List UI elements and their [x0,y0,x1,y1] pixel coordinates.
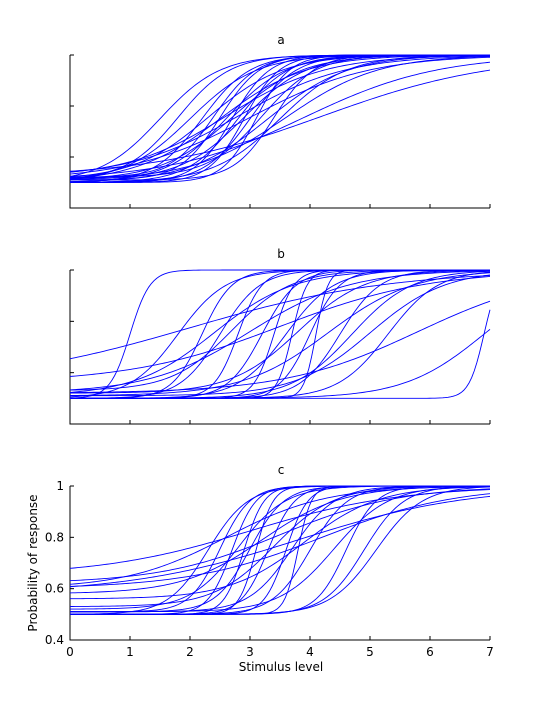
x-tick-label: 0 [66,645,74,659]
panel-b-curve-9 [69,270,491,391]
panel-b-curve-12 [69,276,491,377]
panel-b: b [69,247,491,425]
panel-b-curve-15 [69,269,491,394]
x-tick-label: 4 [306,645,314,659]
panel-b-axes [69,270,490,425]
panel-b-curve-7 [69,269,490,391]
panel-a-curve-7 [69,54,491,180]
panel-a-curve-24 [69,56,491,180]
x-tick-label: 6 [426,645,434,659]
panel-c-curve-20 [70,485,491,613]
panel-a-ticks [69,54,491,209]
panel-a: a [69,33,491,209]
panel-a-curve-14 [69,55,491,173]
panel-a-curve-22 [69,54,490,181]
x-tick-label: 3 [246,645,254,659]
y-tick-label: 0.8 [45,530,64,544]
panel-b-curve-25 [70,309,491,399]
panel-c-curve-23 [70,486,491,615]
panel-c-curve-7 [69,489,491,569]
x-tick-label: 5 [366,645,374,659]
panel-a-title: a [277,33,284,47]
panel-c-title: c [278,463,285,477]
panel-b-curves [69,269,491,399]
panel-b-title: b [277,247,285,261]
panel-c-axes [69,486,490,641]
y-tick-label: 0.4 [45,633,64,647]
panel-c-curve-19 [69,493,491,587]
panel-c-ticks: 0 1 2 3 4 5 6 7 0.4 0.6 0.8 1 [45,479,494,659]
x-tick-label: 1 [126,645,134,659]
panel-a-curve-21 [69,55,491,183]
panel-b-curve-23 [69,300,491,393]
panel-c-curve-3 [69,486,491,585]
panel-a-curve-26 [69,69,491,172]
x-axis-label: Stimulus level [239,660,324,674]
panel-b-curve-1 [69,269,490,399]
y-tick-label: 0.6 [45,582,64,596]
x-tick-label: 2 [186,645,194,659]
panel-b-ticks [69,269,491,425]
panel-c-curve-10 [69,485,491,594]
panel-c-curves [69,485,491,615]
panel-a-curve-25 [69,61,491,177]
panel-b-curve-18 [69,272,491,396]
panel-c-curve-13 [69,488,491,582]
panel-b-curve-2 [69,269,490,398]
panel-c-curve-24 [69,495,491,588]
panel-a-curve-23 [69,54,491,183]
panel-b-curve-5 [69,269,491,393]
panel-c: c 0 1 2 3 4 5 6 7 0.4 0.6 0.8 1 Stimulus level Prob… [26,463,494,674]
y-tick-label: 1 [56,479,64,493]
y-axis-label: Probability of response [26,494,40,631]
x-tick-label: 7 [486,645,494,659]
panel-a-curve-12 [69,54,491,180]
panel-a-axes [69,55,490,209]
panel-b-curve-21 [70,274,491,397]
panel-b-curve-3 [69,275,491,360]
panel-a-curves [69,54,491,183]
